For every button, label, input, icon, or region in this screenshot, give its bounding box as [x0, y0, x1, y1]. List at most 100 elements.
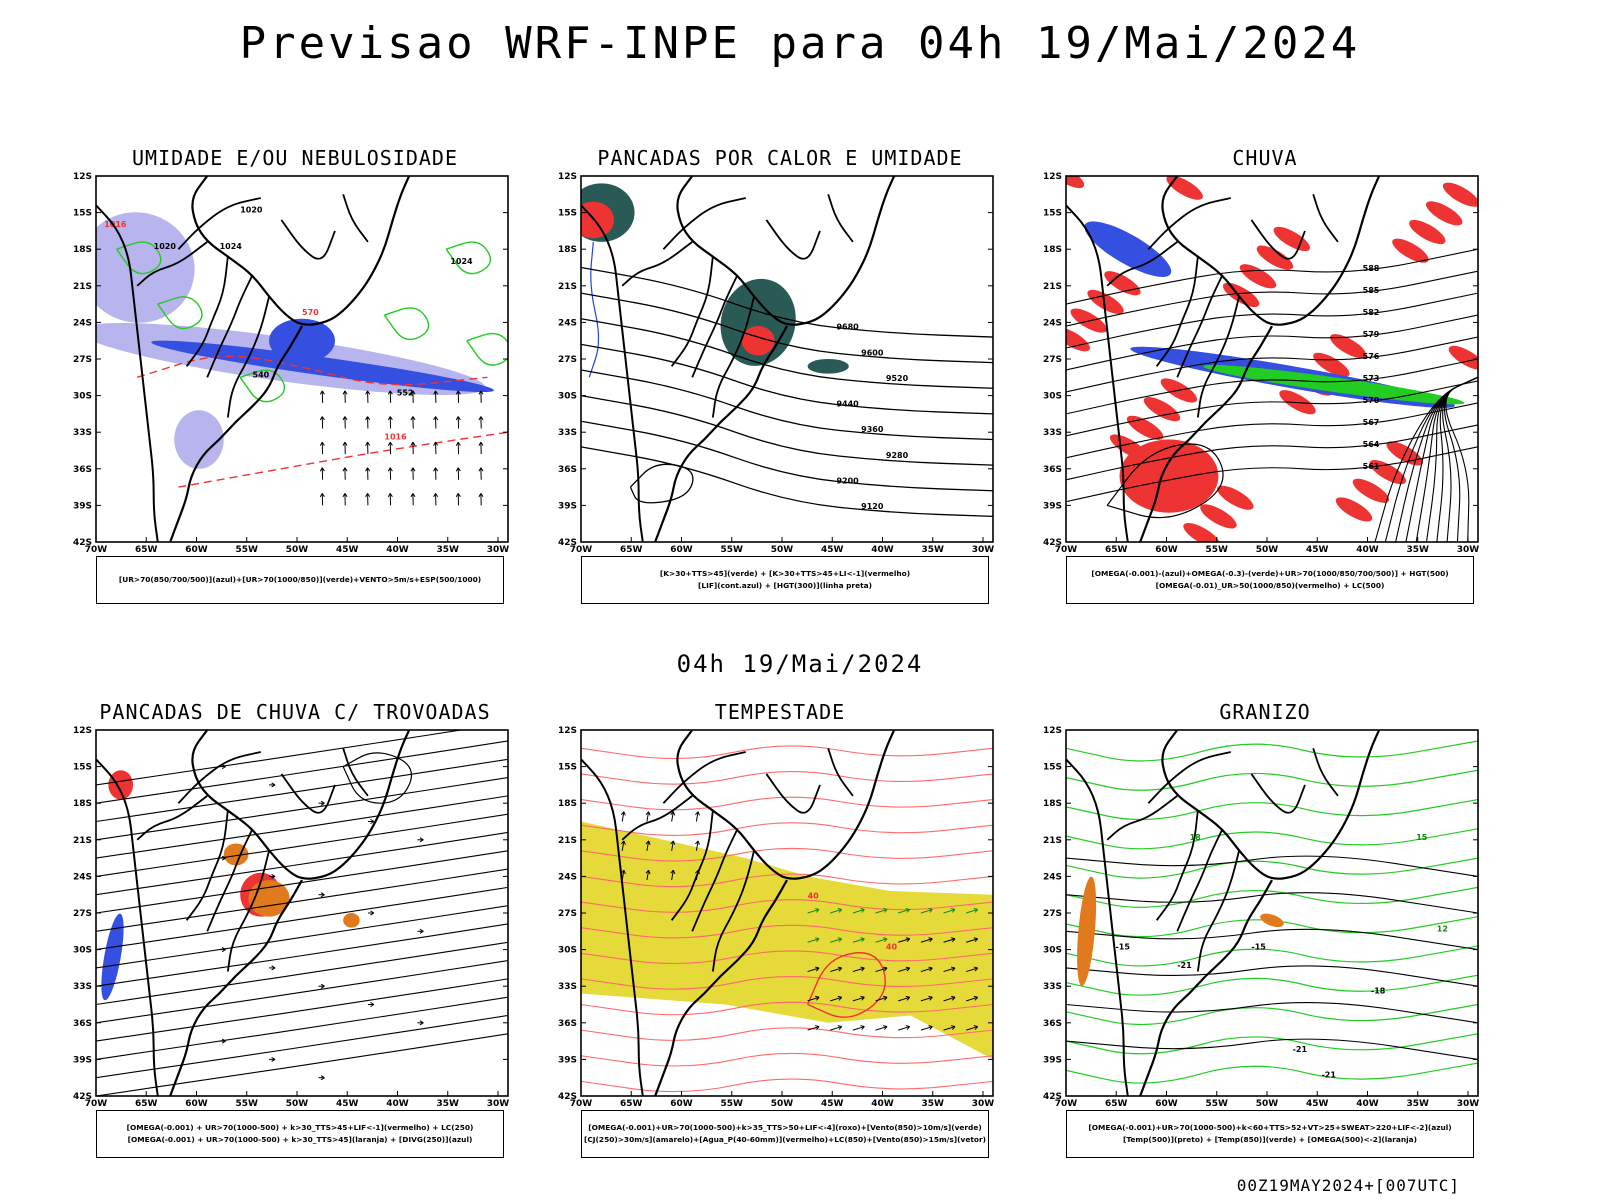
height-500-contour	[1066, 248, 1478, 305]
wind-arrowhead	[419, 928, 424, 934]
rain-red-streak	[1330, 334, 1367, 359]
low-level-contour	[581, 1027, 993, 1041]
contour-label: 540	[253, 370, 270, 379]
wind-vector	[807, 908, 820, 914]
height-500-contour	[1066, 336, 1478, 393]
streamline	[96, 795, 508, 859]
instability-core	[581, 201, 614, 239]
wind-arrowhead	[342, 390, 348, 395]
instability-area	[807, 359, 849, 374]
wind-arrowhead	[478, 493, 484, 498]
wind-arrowhead	[670, 811, 676, 816]
lat-tick-label: 36S	[1043, 465, 1062, 475]
rain-red-streak	[1217, 485, 1254, 510]
lon-tick-label: 65W	[1105, 545, 1128, 555]
country-border	[670, 256, 714, 367]
height-contour-label: 9520	[886, 374, 909, 383]
map-pancadas-calor: 9680 9600 9520 9440 9360 9280 9200 9120 12S 15S 18…	[558, 172, 994, 555]
wind-arrowhead	[342, 493, 348, 498]
lon-tick-label: 30W	[487, 545, 510, 555]
legend-line-2: [Temp(500)](preto) + [Temp(850)](verde) …	[1122, 1135, 1418, 1144]
wind-arrowhead	[670, 840, 676, 845]
country-border	[1106, 795, 1178, 841]
lon-tick-label: 65W	[135, 1099, 158, 1109]
lat-tick-label: 30S	[558, 946, 577, 956]
country-border	[280, 773, 336, 814]
wind-arrowhead	[905, 995, 911, 1001]
panel-tempestade: TEMPESTADE 40 40 12S 15S 18S 21S 24S 27S 30S 33S 3…	[525, 700, 1035, 1190]
wind-vector	[898, 967, 910, 973]
wind-arrowhead	[837, 1025, 843, 1030]
contour-label: 1016	[104, 220, 127, 229]
lon-tick-label: 40W	[386, 545, 409, 555]
wind-vector	[830, 908, 842, 914]
wind-vector	[920, 967, 933, 973]
lon-tick-label: 65W	[620, 1099, 643, 1109]
height-contour-label: 588	[1363, 264, 1380, 273]
temp-850-contour	[1066, 1003, 1478, 1026]
wind-vector	[830, 938, 842, 943]
country-border	[827, 194, 854, 243]
wind-arrowhead	[951, 1025, 956, 1030]
rain-red-streak	[1256, 245, 1294, 270]
streamline	[1443, 376, 1478, 542]
lat-tick-label: 12S	[73, 726, 92, 736]
lat-tick-label: 24S	[73, 872, 92, 882]
lat-tick-label: 30S	[1043, 392, 1062, 402]
wind-arrowhead	[433, 416, 439, 421]
streamline	[96, 886, 508, 951]
wind-arrowhead	[620, 811, 626, 816]
lat-tick-label: 12S	[558, 726, 577, 736]
temp-contour-label: -21	[1293, 1045, 1308, 1054]
height-contour-label: 570	[1363, 396, 1380, 405]
streamline	[96, 740, 508, 804]
panel-granizo: GRANIZO -15 -15 -18 -21 -21 -21 12 15 18 12S 15S 18…	[1010, 700, 1520, 1190]
lat-tick-label: 42S	[558, 538, 577, 548]
country-border	[226, 850, 270, 972]
divergence-blue	[101, 913, 124, 1001]
lon-tick-label: 50W	[771, 1099, 794, 1109]
lon-tick-label: 30W	[1457, 1099, 1480, 1109]
lat-tick-label: 42S	[558, 1092, 577, 1102]
wind-arrowhead	[928, 908, 933, 913]
country-border	[1106, 241, 1178, 287]
lon-tick-label: 30W	[487, 1099, 510, 1109]
lon-tick-label: 45W	[1306, 545, 1329, 555]
wind-arrowhead	[455, 467, 461, 472]
country-border	[185, 810, 229, 921]
wind-arrowhead	[410, 493, 416, 498]
wind-vector	[920, 908, 933, 914]
country-border	[280, 219, 336, 260]
wind-vector	[875, 967, 888, 973]
andes-border	[1066, 204, 1129, 542]
wind-arrowhead	[387, 416, 393, 421]
height-contour-label: 579	[1363, 330, 1380, 339]
temp-850-contour	[1066, 769, 1478, 791]
lat-tick-label: 27S	[73, 355, 92, 365]
temp-500-contour	[1066, 892, 1478, 914]
country-border	[342, 194, 369, 243]
streamline	[96, 730, 465, 786]
wind-vector	[875, 996, 888, 1002]
wind-arrowhead	[670, 869, 676, 875]
lon-tick-label: 60W	[185, 545, 208, 555]
rain-red-streak	[1442, 182, 1478, 207]
lon-tick-label: 45W	[821, 545, 844, 555]
andes-border	[581, 758, 644, 1096]
wind-arrowhead	[433, 441, 439, 446]
wind-arrowhead	[433, 493, 439, 498]
height-contour-label: 561	[1363, 462, 1380, 471]
wind-arrowhead	[387, 441, 393, 446]
lat-tick-label: 12S	[1043, 726, 1062, 736]
temp-500-contour	[1066, 965, 1478, 987]
wind-vector	[852, 996, 865, 1002]
lifted-index-contour	[588, 241, 600, 378]
lat-tick-label: 27S	[1043, 909, 1062, 919]
lat-tick-label: 15S	[1043, 763, 1062, 773]
lat-tick-label: 33S	[73, 982, 92, 992]
streamline	[96, 960, 508, 1024]
map-content: 9680 9600 9520 9440 9360 9280 9200 9120	[581, 176, 993, 542]
wind-arrowhead	[815, 1025, 820, 1030]
height-contour-label: 564	[1363, 440, 1380, 449]
